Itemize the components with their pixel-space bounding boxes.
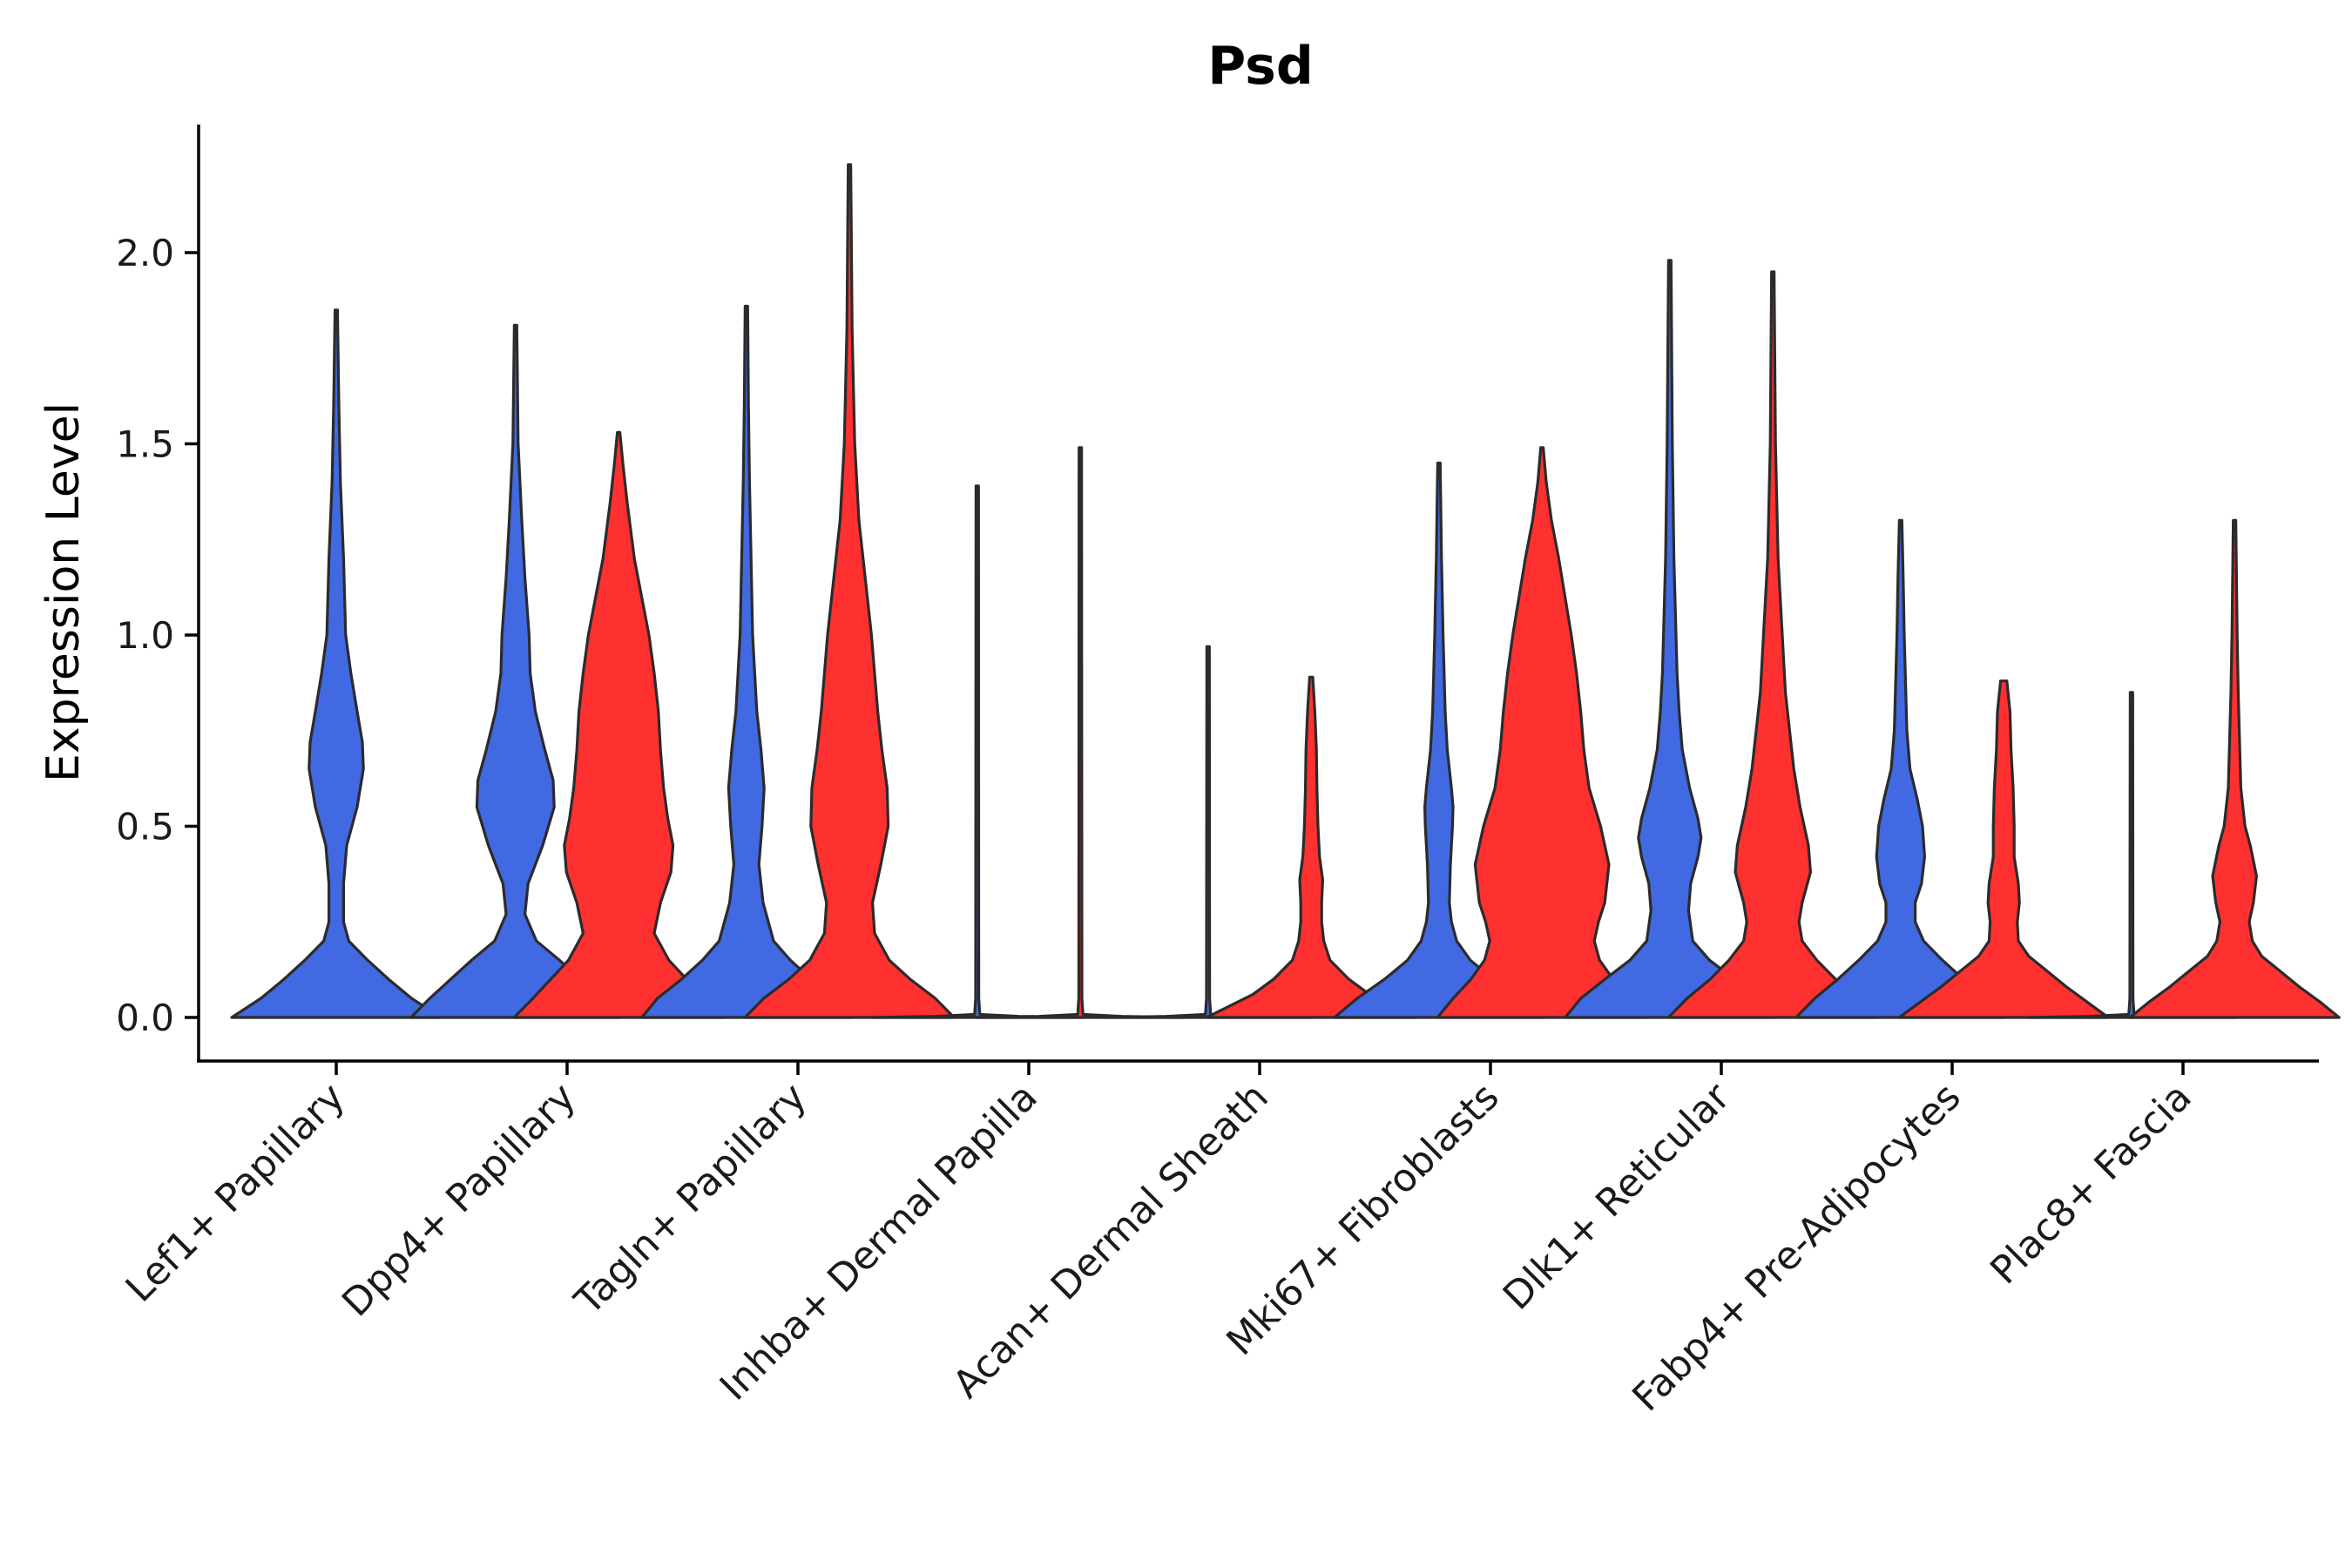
x-category-label: Lef1+ Papillary	[118, 1075, 354, 1311]
violin-blue	[409, 323, 622, 1019]
violin-red	[512, 430, 725, 1019]
violin-blue	[640, 304, 853, 1019]
y-tick-label: 1.0	[116, 614, 174, 657]
violins-layer	[230, 163, 2341, 1019]
violin-red	[2128, 518, 2341, 1019]
y-tick-label: 0.0	[116, 997, 174, 1039]
violin-red	[1436, 446, 1648, 1019]
violin-red	[1897, 679, 2110, 1019]
axes-layer	[197, 125, 2319, 1063]
y-tick-label: 1.5	[116, 423, 174, 466]
violin-blue	[1102, 645, 1315, 1019]
y-tick-label: 0.5	[116, 806, 174, 848]
x-category-label: Dpp4+ Papillary	[334, 1075, 585, 1326]
x-category-label: Dlk1+ Reticular	[1495, 1074, 1740, 1319]
violin-blue	[871, 484, 1084, 1019]
y-ticks: 0.0 0.5 1.0 1.5 2.0	[116, 232, 199, 1039]
violin-red	[974, 446, 1186, 1019]
violin-blue	[1564, 259, 1776, 1019]
violin-blue	[1794, 518, 2007, 1019]
chart-title: Psd	[1207, 36, 1314, 97]
violin-blue	[1333, 461, 1545, 1019]
y-tick-label: 2.0	[116, 232, 174, 274]
x-category-label: Tagln+ Papillary	[566, 1075, 815, 1324]
x-category-label: Plac8+ Fascia	[1982, 1075, 2200, 1294]
violin-red	[1666, 270, 1879, 1019]
violin-red	[743, 163, 956, 1019]
violin-blue	[230, 308, 443, 1019]
y-axis-label: Expression Level	[37, 402, 90, 782]
violin-red	[1205, 675, 1417, 1019]
